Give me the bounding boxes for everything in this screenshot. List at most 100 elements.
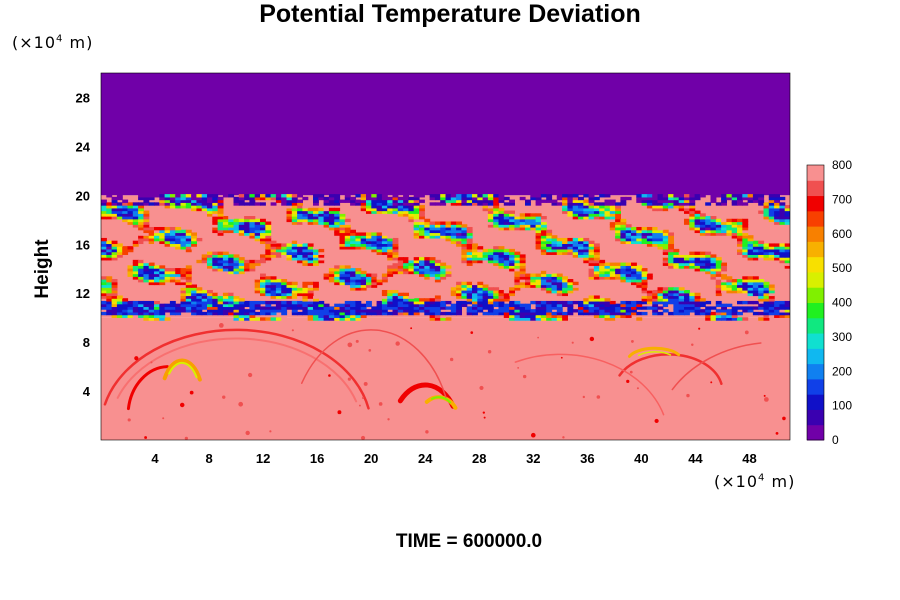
- heatmap-cell: [334, 306, 341, 310]
- heatmap-cell: [408, 262, 415, 266]
- heatmap-cell: [731, 221, 738, 225]
- heatmap-cell: [593, 262, 600, 266]
- heatmap-cell: [169, 229, 176, 234]
- heatmap-cell: [148, 262, 155, 266]
- heatmap-cell: [742, 251, 749, 255]
- heatmap-cell: [440, 317, 447, 321]
- heatmap-cell: [313, 210, 319, 214]
- heatmap-cell: [138, 202, 144, 206]
- heatmap-cell: [254, 284, 261, 288]
- heatmap-cell: [540, 229, 547, 234]
- heatmap-cell: [747, 243, 754, 247]
- plume-speck: [362, 396, 365, 400]
- heatmap-cell: [503, 226, 510, 231]
- heatmap-cell: [641, 284, 648, 288]
- heatmap-cell: [625, 306, 632, 310]
- heatmap-cell: [742, 246, 749, 250]
- heatmap-cell: [169, 279, 176, 283]
- x-tick-label: 48: [742, 451, 756, 466]
- heatmap-cell: [482, 259, 489, 264]
- heatmap-cell: [657, 235, 664, 239]
- heatmap-cell: [387, 237, 394, 242]
- heatmap-cell: [323, 202, 330, 206]
- heatmap-cell: [260, 317, 266, 321]
- heatmap-cell: [784, 254, 790, 258]
- heatmap-cell: [154, 279, 160, 283]
- heatmap-cell: [540, 281, 547, 286]
- heatmap-cell: [180, 287, 187, 291]
- heatmap-cell: [111, 311, 118, 316]
- heatmap-cell: [662, 199, 669, 203]
- heatmap-cell: [615, 202, 621, 206]
- heatmap-cell: [143, 196, 150, 201]
- heatmap-cell: [339, 232, 346, 236]
- heatmap-cell: [768, 311, 775, 316]
- heatmap-cell: [344, 317, 351, 321]
- heatmap-cell: [631, 273, 637, 277]
- heatmap-cell: [286, 248, 293, 253]
- heatmap-cell: [270, 194, 277, 198]
- heatmap-cell: [758, 243, 765, 247]
- heatmap-cell: [684, 254, 690, 258]
- heatmap-cell: [185, 199, 192, 203]
- heatmap-cell: [127, 213, 134, 217]
- heatmap-cell: [509, 262, 515, 266]
- heatmap-cell: [355, 279, 362, 283]
- heatmap-cell: [201, 311, 208, 316]
- heatmap-cell: [281, 248, 288, 253]
- heatmap-cell: [684, 306, 690, 310]
- heatmap-cell: [503, 224, 510, 228]
- heatmap-cell: [217, 205, 224, 209]
- heatmap-cell: [631, 226, 637, 231]
- heatmap-cell: [641, 194, 648, 198]
- heatmap-cell: [286, 243, 293, 247]
- heatmap-cell: [302, 218, 309, 223]
- heatmap-cell: [678, 303, 685, 308]
- heatmap-cell: [710, 311, 717, 316]
- heatmap-cell: [217, 216, 224, 220]
- heatmap-cell: [440, 199, 447, 203]
- heatmap-cell: [530, 300, 537, 305]
- heatmap-cell: [461, 224, 468, 228]
- heatmap-cell: [101, 300, 107, 305]
- heatmap-cell: [477, 292, 484, 297]
- heatmap-cell: [222, 298, 229, 302]
- heatmap-cell: [191, 287, 197, 291]
- heatmap-cell: [641, 273, 648, 277]
- heatmap-cell: [673, 259, 680, 264]
- heatmap-cell: [737, 251, 743, 255]
- heatmap-cell: [503, 218, 510, 223]
- heatmap-cell: [392, 240, 399, 245]
- heatmap-cell: [355, 270, 362, 275]
- heatmap-cell: [646, 276, 653, 280]
- heatmap-cell: [270, 300, 277, 305]
- heatmap-cell: [752, 199, 759, 203]
- heatmap-cell: [419, 224, 425, 228]
- heatmap-cell: [371, 246, 378, 250]
- heatmap-cell: [710, 259, 717, 264]
- heatmap-cell: [445, 311, 452, 316]
- heatmap-cell: [413, 309, 420, 313]
- heatmap-cell: [207, 205, 213, 209]
- heatmap-cell: [212, 207, 219, 212]
- heatmap-cell: [456, 284, 462, 288]
- heatmap-cell: [233, 262, 240, 266]
- heatmap-cell: [191, 196, 197, 201]
- heatmap-cell: [222, 194, 229, 198]
- heatmap-cell: [784, 257, 790, 261]
- heatmap-cell: [106, 248, 113, 253]
- heatmap-cell: [212, 196, 219, 201]
- heatmap-cell: [291, 300, 298, 305]
- heatmap-cell: [318, 257, 325, 261]
- heatmap-cell: [291, 202, 298, 206]
- heatmap-cell: [222, 295, 229, 299]
- heatmap-cell: [556, 276, 563, 280]
- heatmap-cell: [429, 300, 436, 305]
- heatmap-cell: [318, 309, 325, 313]
- heatmap-cell: [344, 311, 351, 316]
- heatmap-cell: [111, 292, 118, 297]
- heatmap-cell: [397, 213, 404, 217]
- chart-title: Potential Temperature Deviation: [259, 0, 641, 28]
- heatmap-cell: [265, 232, 272, 236]
- heatmap-cell: [715, 273, 722, 277]
